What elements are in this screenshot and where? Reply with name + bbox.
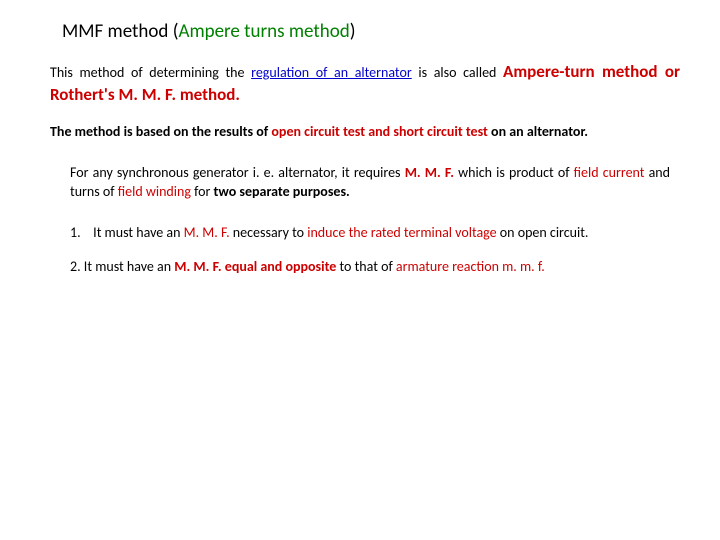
p2-b: open circuit test and short circuit test bbox=[271, 123, 487, 140]
n1-c: necessary to bbox=[230, 224, 308, 241]
n2-c: to that of bbox=[336, 258, 396, 275]
n1-b: M. M. F. bbox=[184, 224, 230, 241]
title-part2: Ampere turns method bbox=[178, 20, 349, 43]
p3-d: field current bbox=[574, 164, 645, 181]
p1-a: This method of determining the bbox=[50, 64, 251, 81]
paragraph-1: This method of determining the regulatio… bbox=[50, 61, 680, 107]
n1-a: It must have an bbox=[93, 224, 183, 241]
p3-f: field winding bbox=[118, 183, 191, 200]
title-part3: ) bbox=[350, 20, 356, 43]
paragraph-2: The method is based on the results of op… bbox=[50, 123, 680, 142]
n2-b: M. M. F. equal and opposite bbox=[174, 258, 336, 275]
p3-a: For any synchronous generator i. e. alte… bbox=[70, 164, 405, 181]
numbered-item-1: 1. It must have an M. M. F. necessary to… bbox=[70, 224, 670, 243]
p2-a: The method is based on the results of bbox=[50, 123, 271, 140]
p1-c: is also called bbox=[412, 64, 503, 81]
n1-d: induce the rated terminal voltage bbox=[307, 224, 496, 241]
n1-e: on open circuit. bbox=[497, 224, 589, 241]
n2-a: It must have an bbox=[81, 258, 175, 275]
n2-num: 2. bbox=[70, 258, 81, 275]
p3-h: two separate purposes. bbox=[214, 183, 350, 200]
paragraph-3: For any synchronous generator i. e. alte… bbox=[70, 164, 670, 202]
n1-num: 1. bbox=[70, 224, 90, 243]
slide-title: MMF method (Ampere turns method) bbox=[62, 20, 680, 43]
p3-c: which is product of bbox=[454, 164, 574, 181]
p3-b: M. M. F. bbox=[405, 164, 454, 181]
p1-b: regulation of an alternator bbox=[251, 64, 412, 81]
title-part1: MMF method ( bbox=[62, 20, 178, 43]
n2-d: armature reaction m. m. f. bbox=[396, 258, 545, 275]
p2-c: on an alternator. bbox=[488, 123, 588, 140]
p3-g: for bbox=[191, 183, 214, 200]
numbered-item-2: 2. It must have an M. M. F. equal and op… bbox=[70, 258, 670, 277]
